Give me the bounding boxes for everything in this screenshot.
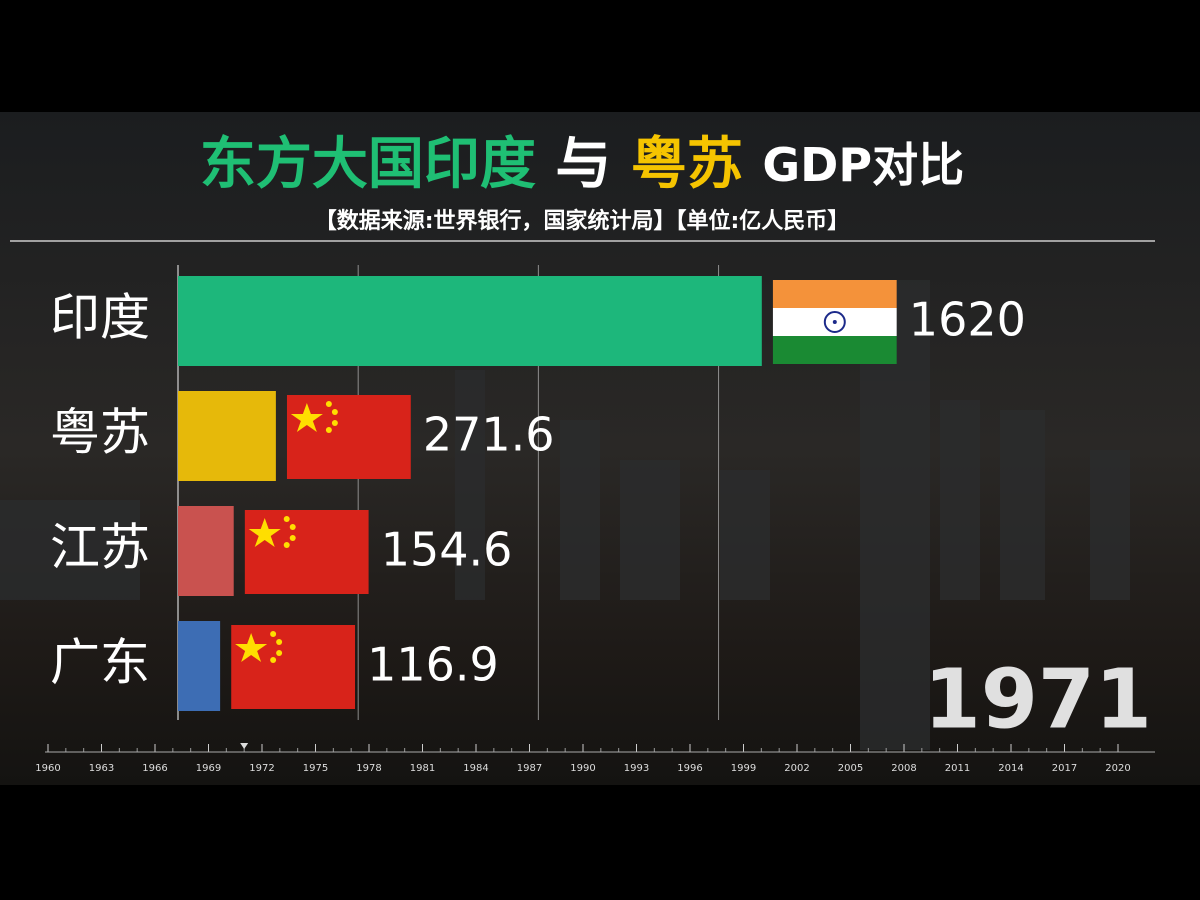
category-label: 广东 (50, 634, 150, 692)
bar (178, 621, 221, 711)
title-part: 粤苏 (631, 132, 743, 197)
timeline-label: 1984 (463, 763, 488, 774)
bar (178, 391, 276, 481)
timeline-label: 1993 (624, 763, 649, 774)
bar (178, 276, 762, 366)
flag (244, 510, 369, 594)
timeline-label: 1972 (249, 763, 274, 774)
bar (178, 506, 234, 596)
timeline-label: 1990 (570, 763, 595, 774)
category-label: 印度 (50, 289, 150, 347)
title-part: 东方大国印度 (200, 132, 536, 197)
subtitle: 【数据来源:世界银行，国家统计局】【单位:亿人民币】 (315, 208, 850, 234)
timeline-label: 2002 (784, 763, 809, 774)
timeline-label: 1987 (517, 763, 542, 774)
timeline-label: 1969 (196, 763, 221, 774)
timeline-label: 2017 (1052, 763, 1077, 774)
skyline (0, 280, 1130, 750)
value-label: 154.6 (381, 523, 513, 577)
timeline-label: 2008 (891, 763, 916, 774)
letterbox-bottom (0, 785, 1200, 900)
value-label: 116.9 (367, 638, 499, 692)
value-label: 1620 (909, 293, 1026, 347)
title-part: 与 (555, 132, 611, 197)
flag (772, 280, 897, 364)
value-label: 271.6 (423, 408, 555, 462)
flag (231, 625, 356, 709)
current-year: 1971 (924, 652, 1152, 747)
timeline-label: 1975 (303, 763, 328, 774)
timeline-label: 2020 (1105, 763, 1130, 774)
timeline-label: 1996 (677, 763, 702, 774)
timeline-label: 2014 (998, 763, 1023, 774)
letterbox-top (0, 0, 1200, 112)
timeline-label: 1963 (89, 763, 114, 774)
category-label: 江苏 (50, 519, 150, 577)
flag (286, 395, 411, 479)
chart-title: 东方大国印度 与 粤苏 GDP对比 (200, 132, 964, 197)
timeline-label: 2011 (945, 763, 970, 774)
timeline-label: 1960 (35, 763, 60, 774)
category-label: 粤苏 (50, 404, 150, 462)
timeline-label: 2005 (838, 763, 863, 774)
title-part: GDP对比 (762, 138, 964, 192)
timeline-label: 1981 (410, 763, 435, 774)
timeline-label: 1999 (731, 763, 756, 774)
timeline-marker (240, 743, 249, 749)
timeline-label: 1966 (142, 763, 167, 774)
timeline-label: 1978 (356, 763, 381, 774)
